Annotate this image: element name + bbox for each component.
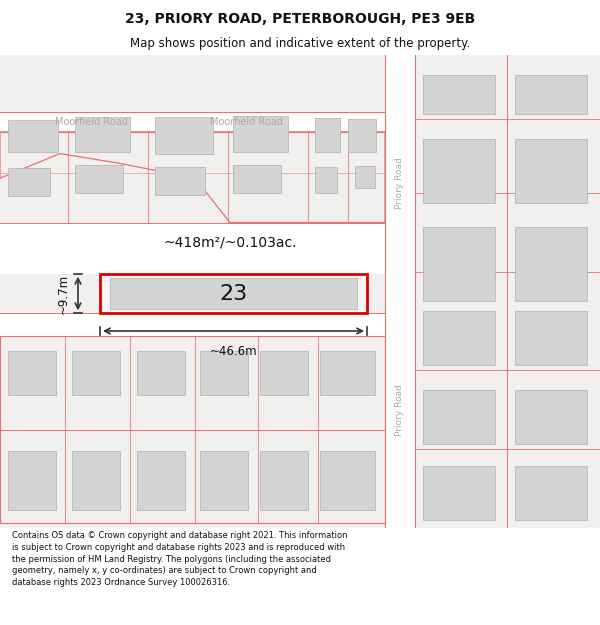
Bar xyxy=(72,451,120,511)
Bar xyxy=(233,166,281,193)
Bar xyxy=(423,228,495,301)
Bar xyxy=(423,390,495,444)
Bar xyxy=(260,451,308,511)
Bar xyxy=(75,166,123,193)
Bar xyxy=(515,228,587,301)
Bar xyxy=(8,120,58,152)
Text: ~46.6m: ~46.6m xyxy=(209,345,257,358)
Bar xyxy=(100,274,367,313)
Text: Map shows position and indicative extent of the property.: Map shows position and indicative extent… xyxy=(130,38,470,51)
Bar xyxy=(260,351,308,395)
Bar xyxy=(200,351,248,395)
Bar xyxy=(155,168,205,195)
Bar xyxy=(155,117,213,154)
Text: Moorfield Road: Moorfield Road xyxy=(55,117,128,127)
Bar xyxy=(315,118,340,152)
Text: 23, PRIORY ROAD, PETERBOROUGH, PE3 9EB: 23, PRIORY ROAD, PETERBOROUGH, PE3 9EB xyxy=(125,12,475,26)
Bar xyxy=(200,451,248,511)
Bar xyxy=(320,351,375,395)
Bar xyxy=(315,168,337,193)
Bar xyxy=(8,451,56,511)
Bar xyxy=(355,166,375,188)
Bar xyxy=(515,75,587,114)
Bar xyxy=(0,336,385,523)
Bar xyxy=(415,55,600,528)
Bar xyxy=(515,139,587,203)
Bar xyxy=(72,351,120,395)
Bar xyxy=(423,311,495,366)
Bar xyxy=(75,117,130,152)
Text: Contains OS data © Crown copyright and database right 2021. This information
is : Contains OS data © Crown copyright and d… xyxy=(12,531,347,588)
Bar xyxy=(385,55,415,528)
Text: Moorfield Road: Moorfield Road xyxy=(210,117,283,127)
Bar xyxy=(423,75,495,114)
Bar xyxy=(348,119,376,152)
Bar xyxy=(137,351,185,395)
Bar xyxy=(423,466,495,520)
Bar xyxy=(0,222,385,274)
Bar xyxy=(0,112,385,132)
Text: ~9.7m: ~9.7m xyxy=(57,274,70,314)
Text: ~418m²/~0.103ac.: ~418m²/~0.103ac. xyxy=(163,235,297,249)
Bar xyxy=(137,451,185,511)
Bar xyxy=(320,451,375,511)
Bar xyxy=(8,351,56,395)
Polygon shape xyxy=(0,132,385,222)
Bar xyxy=(423,139,495,203)
Text: Priory Road: Priory Road xyxy=(395,384,404,436)
Bar xyxy=(515,311,587,366)
Bar xyxy=(0,313,385,336)
Bar xyxy=(515,466,587,520)
Text: Priory Road: Priory Road xyxy=(395,158,404,209)
Bar xyxy=(8,168,50,196)
Bar xyxy=(233,116,288,152)
Text: 23: 23 xyxy=(220,284,248,304)
Bar xyxy=(515,390,587,444)
Bar xyxy=(110,278,357,309)
